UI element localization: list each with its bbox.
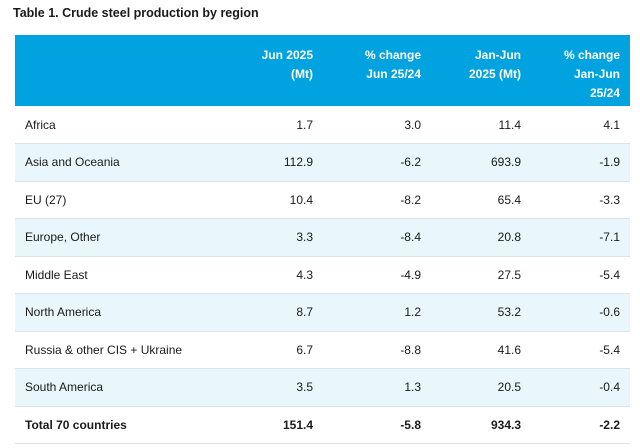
cell-pct-change-jun: -6.2 (400, 155, 421, 170)
cell-pct-change-jun: -8.4 (400, 230, 421, 245)
cell-jun-2025: 3.3 (296, 230, 313, 245)
cell-jun-2025: 3.5 (296, 380, 313, 395)
cell-region: Asia and Oceania (25, 155, 120, 170)
header-jan-jun-2025: Jan-Jun 2025 (Mt) (431, 35, 531, 106)
header-jun-2025-line2: (Mt) (291, 67, 313, 81)
cell-pct-change-jan-jun: -7.1 (599, 230, 620, 245)
steel-production-table: Jun 2025 (Mt) % change Jun 25/24 Jan-Jun… (15, 35, 630, 444)
header-jan-jun-2025-line2: 2025 (Mt) (468, 67, 521, 81)
cell-pct-change-jan-jun: 4.1 (603, 117, 620, 132)
cell-pct-change-jan-jun: -2.2 (599, 417, 620, 432)
cell-jun-2025: 6.7 (296, 342, 313, 357)
cell-jan-jun-2025: 934.3 (490, 417, 521, 432)
cell-jun-2025: 4.3 (296, 267, 313, 282)
cell-jun-2025: 10.4 (289, 192, 313, 207)
table-row: Asia and Oceania 112.9 -6.2 693.9 -1.9 (15, 143, 630, 181)
cell-jun-2025: 1.7 (296, 117, 313, 132)
header-pct-change-jun-line2: Jun 25/24 (366, 67, 421, 81)
cell-jan-jun-2025: 41.6 (497, 342, 521, 357)
cell-pct-change-jun: 3.0 (404, 117, 421, 132)
table-row: EU (27) 10.4 -8.2 65.4 -3.3 (15, 181, 630, 219)
cell-region: Russia & other CIS + Ukraine (25, 342, 183, 357)
header-pct-change-jan-jun-line1: % change (563, 48, 620, 62)
header-region (15, 35, 235, 106)
cell-region: North America (25, 305, 102, 320)
cell-pct-change-jun: -8.8 (400, 342, 421, 357)
cell-region: Total 70 countries (25, 417, 127, 432)
cell-pct-change-jun: -8.2 (400, 192, 421, 207)
cell-pct-change-jun: -5.8 (400, 417, 421, 432)
cell-jan-jun-2025: 65.4 (497, 192, 521, 207)
table-row: Middle East 4.3 -4.9 27.5 -5.4 (15, 256, 630, 294)
cell-pct-change-jan-jun: -1.9 (599, 155, 620, 170)
cell-pct-change-jun: 1.2 (404, 305, 421, 320)
table-header-row: Jun 2025 (Mt) % change Jun 25/24 Jan-Jun… (15, 35, 630, 106)
table-row: South America 3.5 1.3 20.5 -0.4 (15, 368, 630, 406)
header-jun-2025: Jun 2025 (Mt) (235, 35, 323, 106)
cell-region: Middle East (25, 267, 88, 282)
table-row: Africa 1.7 3.0 11.4 4.1 (15, 106, 630, 144)
cell-pct-change-jun: 1.3 (404, 380, 421, 395)
cell-jan-jun-2025: 11.4 (498, 117, 521, 132)
header-pct-change-jan-jun-line2: Jan-Jun (573, 67, 620, 81)
table-caption: Table 1. Crude steel production by regio… (13, 6, 259, 20)
cell-jan-jun-2025: 693.9 (490, 155, 521, 170)
header-pct-change-jun: % change Jun 25/24 (323, 35, 431, 106)
cell-region: Europe, Other (25, 230, 101, 245)
cell-pct-change-jun: -4.9 (400, 267, 421, 282)
cell-pct-change-jan-jun: -3.3 (599, 192, 620, 207)
table-row: Russia & other CIS + Ukraine 6.7 -8.8 41… (15, 331, 630, 369)
cell-region: EU (27) (25, 192, 67, 207)
header-pct-change-jan-jun: % change Jan-Jun 25/24 (531, 35, 630, 106)
cell-jan-jun-2025: 27.5 (497, 267, 521, 282)
cell-jun-2025: 8.7 (296, 305, 313, 320)
cell-jun-2025: 151.4 (282, 417, 313, 432)
header-jan-jun-2025-line1: Jan-Jun (474, 48, 521, 62)
cell-pct-change-jan-jun: -5.4 (599, 267, 620, 282)
table-row: North America 8.7 1.2 53.2 -0.6 (15, 293, 630, 331)
table-row-total: Total 70 countries 151.4 -5.8 934.3 -2.2 (15, 406, 630, 444)
cell-pct-change-jan-jun: -0.6 (599, 305, 620, 320)
cell-jan-jun-2025: 20.8 (497, 230, 521, 245)
cell-pct-change-jan-jun: -5.4 (599, 342, 620, 357)
cell-region: Africa (25, 117, 56, 132)
cell-pct-change-jan-jun: -0.4 (599, 380, 620, 395)
header-pct-change-jun-line1: % change (364, 48, 421, 62)
cell-jun-2025: 112.9 (283, 155, 313, 170)
table-row: Europe, Other 3.3 -8.4 20.8 -7.1 (15, 218, 630, 256)
header-jun-2025-line1: Jun 2025 (261, 48, 313, 62)
header-pct-change-jan-jun-line3: 25/24 (589, 86, 620, 100)
cell-region: South America (25, 380, 104, 395)
cell-jan-jun-2025: 53.2 (497, 305, 521, 320)
cell-jan-jun-2025: 20.5 (497, 380, 521, 395)
